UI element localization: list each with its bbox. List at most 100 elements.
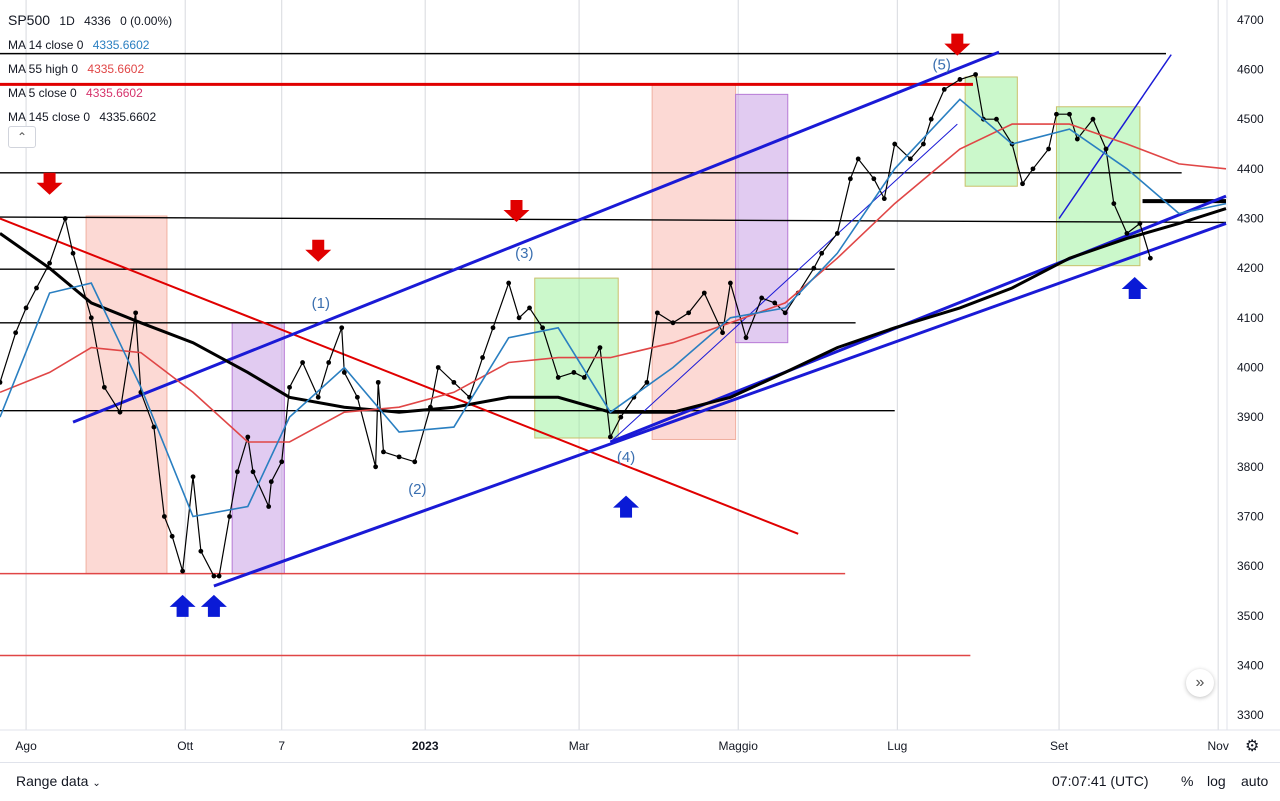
price-point xyxy=(516,315,522,321)
price-point xyxy=(607,434,613,440)
price-point xyxy=(266,504,272,509)
price-tick-label: 4200 xyxy=(1237,261,1264,275)
chart-legend: SP500 1D 4336 0 (0.00%) MA 14 close 0 43… xyxy=(8,8,172,129)
ma-label: MA 55 high 0 xyxy=(8,62,79,76)
trend-line xyxy=(0,217,799,535)
price-point xyxy=(339,325,345,331)
price-point xyxy=(1147,255,1153,261)
price-point xyxy=(23,305,29,311)
price-point xyxy=(571,370,577,375)
price-point xyxy=(161,514,167,519)
price-point xyxy=(47,260,52,266)
time-tick-label: Nov xyxy=(1208,739,1229,753)
price-point xyxy=(435,365,441,370)
symbol-name[interactable]: SP500 xyxy=(8,12,51,28)
ma-label: MA 14 close 0 xyxy=(8,38,84,52)
price-point xyxy=(234,469,240,475)
price-point xyxy=(211,573,217,579)
price-point xyxy=(198,548,204,554)
wave-label: (3) xyxy=(515,245,533,262)
price-point xyxy=(341,370,347,375)
ma-row[interactable]: MA 14 close 0 4335.6602 xyxy=(8,33,172,57)
price-point xyxy=(973,72,978,77)
price-tick-label: 3900 xyxy=(1237,410,1264,424)
price-point xyxy=(527,305,532,311)
price-point xyxy=(581,375,587,380)
price-point xyxy=(151,424,157,430)
ma-row[interactable]: MA 145 close 0 4335.6602 xyxy=(8,105,172,129)
gear-icon[interactable]: ⚙ xyxy=(1245,738,1260,755)
price-point xyxy=(1124,231,1130,236)
price-point xyxy=(921,141,926,147)
price-point xyxy=(994,116,999,122)
symbol-row: SP500 1D 4336 0 (0.00%) xyxy=(8,8,172,33)
price-point xyxy=(381,449,386,455)
price-point xyxy=(180,568,185,574)
interval[interactable]: 1D xyxy=(59,14,75,28)
price-point xyxy=(315,394,321,400)
scroll-to-realtime-button[interactable]: » xyxy=(1186,669,1214,697)
price-tick-label: 4400 xyxy=(1237,162,1264,176)
ma-label: MA 145 close 0 xyxy=(8,110,91,124)
price-tick-label: 4700 xyxy=(1237,13,1264,27)
price-chart[interactable]: (1) (2) (3) (4) (5) 3300 3400 3500 3600 3700 3800 3… xyxy=(0,0,1280,762)
zone-red xyxy=(651,83,737,440)
price-point xyxy=(871,176,877,182)
series-line xyxy=(0,123,1227,443)
price-point xyxy=(1020,181,1025,187)
percent-scale-button[interactable]: % xyxy=(1181,773,1194,789)
log-scale-button[interactable]: log xyxy=(1207,773,1226,789)
price-point xyxy=(957,77,963,82)
price-point xyxy=(1111,201,1117,207)
sell-arrow-icon xyxy=(944,33,971,56)
collapse-legend-button[interactable]: ⌃ xyxy=(8,126,36,148)
wave-label: (1) xyxy=(312,295,330,312)
zone-red xyxy=(85,215,168,575)
price-point xyxy=(782,310,788,316)
price-point xyxy=(1054,111,1059,117)
price-point xyxy=(772,300,778,306)
ma-row[interactable]: MA 55 high 0 4335.6602 xyxy=(8,57,172,81)
bottom-toolbar: Range data ⌄ 07:07:41 (UTC) % log auto xyxy=(0,762,1280,801)
price-point xyxy=(250,469,256,475)
buy-arrow-icon xyxy=(169,594,196,617)
ma-row[interactable]: MA 5 close 0 4335.6602 xyxy=(8,81,172,105)
auto-scale-button[interactable]: auto xyxy=(1241,773,1269,789)
time-tick-label: Lug xyxy=(887,739,907,753)
price-point xyxy=(1103,146,1109,152)
time-tick-label: 7 xyxy=(278,739,285,753)
price-point xyxy=(117,409,123,415)
price-point xyxy=(847,176,853,182)
price-tick-label: 4000 xyxy=(1237,360,1264,374)
price-point xyxy=(268,479,274,485)
price-point xyxy=(480,355,485,360)
sell-arrow-icon xyxy=(305,239,332,262)
price-point xyxy=(190,474,196,480)
price-point xyxy=(506,280,512,286)
price-point xyxy=(287,384,292,390)
price-point xyxy=(133,310,139,316)
time-tick-label: Ott xyxy=(177,739,194,753)
price-point xyxy=(701,290,707,296)
price-tick-label: 3800 xyxy=(1237,460,1264,474)
price-tick-label: 3300 xyxy=(1237,708,1264,722)
price-point xyxy=(597,345,603,351)
price-change: 0 (0.00%) xyxy=(120,14,173,28)
price-point xyxy=(1074,136,1080,142)
price-tick-label: 4500 xyxy=(1237,112,1264,126)
price-point xyxy=(819,250,825,256)
price-point xyxy=(670,320,676,326)
range-dropdown[interactable]: Range data ⌄ xyxy=(16,773,101,789)
ma-value: 4335.6602 xyxy=(87,62,145,76)
clock-display[interactable]: 07:07:41 (UTC) xyxy=(1052,773,1149,789)
price-point xyxy=(1137,221,1143,226)
price-point xyxy=(555,375,561,380)
price-point xyxy=(34,285,39,291)
price-point xyxy=(354,394,360,400)
trend-line xyxy=(213,222,1227,588)
price-point xyxy=(540,325,545,331)
zone-purple xyxy=(231,322,285,575)
price-point xyxy=(727,280,733,286)
price-point xyxy=(169,533,175,539)
